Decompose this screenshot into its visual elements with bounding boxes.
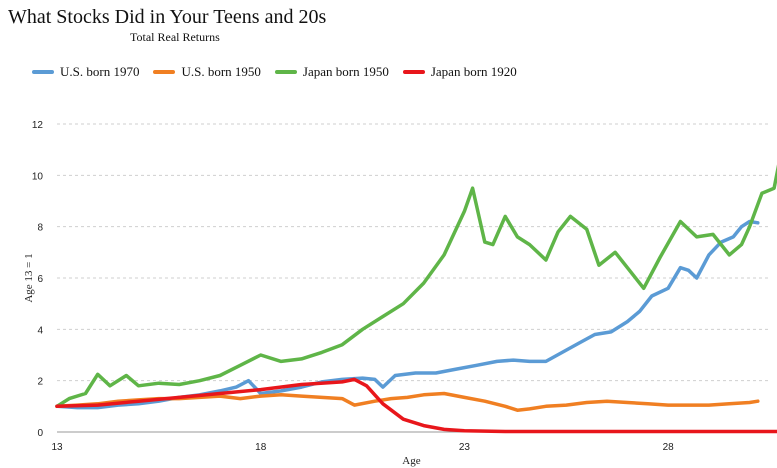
series-line-4 [55,377,777,434]
x-tick-label: 23 [459,442,471,453]
y-tick-label: 0 [37,428,43,439]
x-axis-label: Age [402,455,420,467]
legend-label: Japan born 1920 [430,64,517,79]
y-tick-label: 4 [37,325,43,336]
legend-item: U.S. born 1970 [32,64,139,80]
y-axis-label: Age 13 = 1 [23,253,35,302]
y-tick-label: 10 [32,171,44,182]
chart-title: What Stocks Did in Your Teens and 20s [8,6,327,28]
x-tick-label: 28 [663,442,675,453]
legend-item: U.S. born 1950 [153,64,261,80]
chart-subtitle: Total Real Returns [130,30,220,44]
y-tick-label: 6 [37,274,43,285]
legend-swatch [32,70,54,74]
legend-item: Japan born 1920 [402,64,517,80]
legend-label: U.S. born 1950 [181,64,261,79]
series-line-3 [55,164,777,409]
x-tick-label: 13 [51,442,63,453]
legend-swatch [402,70,425,74]
series-line-1 [55,219,760,410]
y-tick-label: 2 [37,377,43,388]
y-tick-label: 12 [32,120,44,131]
legend-item: Japan born 1950 [274,64,389,80]
legend-swatch [274,70,297,74]
y-tick-label: 8 [37,223,43,234]
legend-label: U.S. born 1970 [60,64,140,79]
legend-swatch [153,70,176,74]
legend-label: Japan born 1950 [302,64,389,79]
chart-legend: U.S. born 1970 U.S. born 1950 Japan born 1… [32,64,531,80]
x-tick-label: 18 [255,442,267,453]
